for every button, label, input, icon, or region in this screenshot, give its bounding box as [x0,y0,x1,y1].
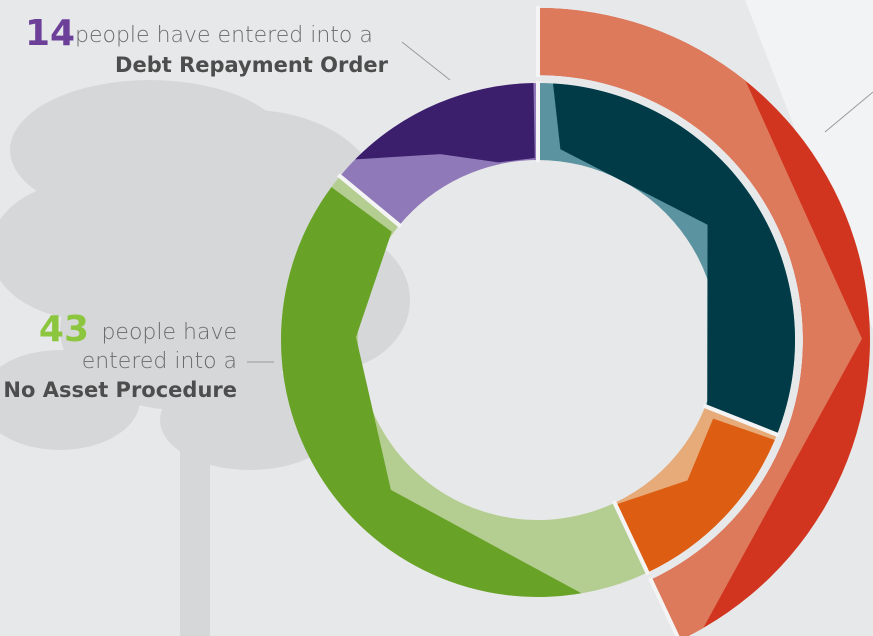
donut-segment [538,8,870,636]
pointer-lines [247,41,873,363]
annotation-emphasis: Debt Repayment Order [115,53,389,77]
segment-accent [355,83,535,163]
annotation-line: people have [101,320,237,345]
segment-gap [611,500,651,576]
segment-gap [648,577,680,636]
segment-gap [337,173,403,229]
segment-gap [702,403,780,438]
segment-accent [538,8,862,636]
segment-accent [281,187,582,597]
donut [280,6,870,636]
segment-accent [553,83,795,435]
annotations: 14 people have entered into a Debt Repay… [3,13,388,402]
count: 14 [25,13,75,54]
annotation-emphasis: No Asset Procedure [3,378,237,402]
segment-accent [615,418,775,573]
count: 43 [39,309,89,350]
annotation-line: entered into a [82,349,237,374]
annotation-line: people have entered into a [75,23,373,48]
